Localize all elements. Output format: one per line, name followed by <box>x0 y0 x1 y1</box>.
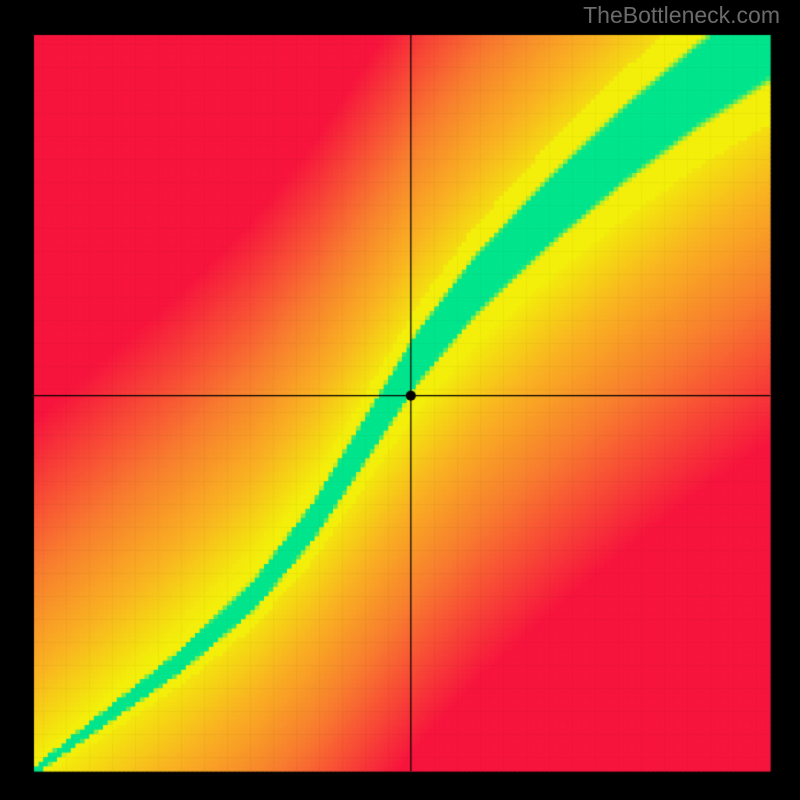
bottleneck-heatmap <box>0 0 800 800</box>
chart-container: TheBottleneck.com <box>0 0 800 800</box>
watermark-text: TheBottleneck.com <box>583 2 780 29</box>
plot-area <box>0 0 800 800</box>
